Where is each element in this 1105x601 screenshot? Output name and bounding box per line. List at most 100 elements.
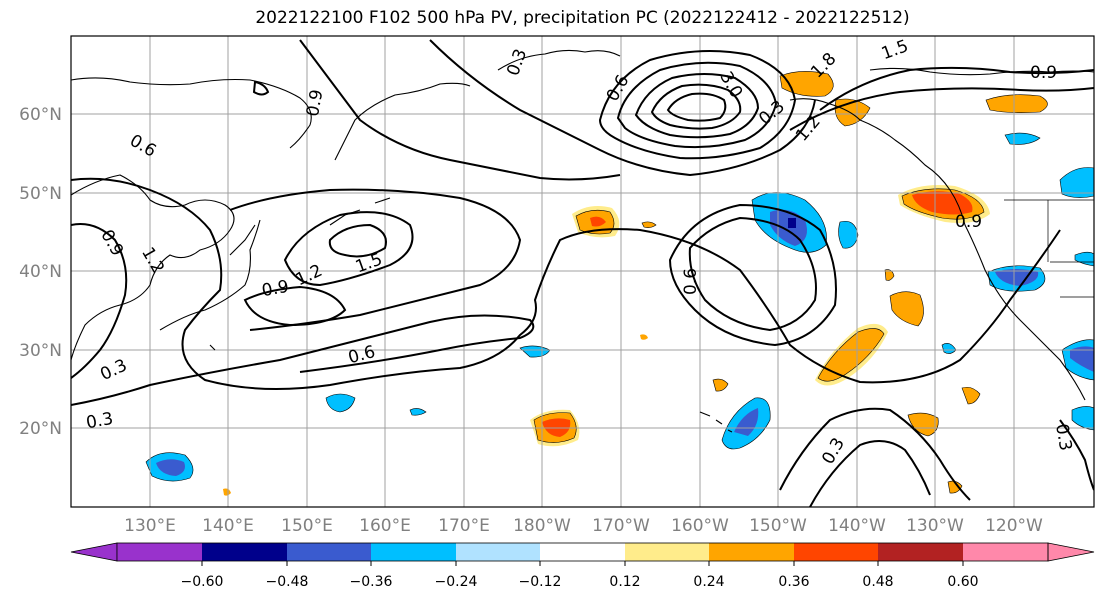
contour-label: 0.9: [260, 277, 290, 301]
contour-line: [71, 223, 128, 379]
contour-line: [634, 73, 760, 139]
contour-line: [229, 188, 522, 331]
contour-label: 0.3: [1051, 422, 1075, 452]
contour-line: [429, 39, 816, 177]
contour-line: [650, 83, 742, 130]
contour-line: [616, 61, 778, 149]
contour-line: [1059, 419, 1094, 491]
graticule: [71, 36, 1094, 507]
contour-line: [299, 39, 621, 181]
anomaly-patch: [838, 221, 859, 249]
coastline-hawaii: [699, 411, 733, 433]
contour-label: 0.9: [955, 212, 982, 232]
anomaly-patch: [995, 269, 1039, 286]
anomaly-patch: [817, 328, 885, 382]
colorbar-outline: [116, 542, 1049, 562]
anomaly-patch: [1074, 251, 1094, 267]
lat-label: 40°N: [19, 262, 62, 282]
colorbar-tick-label: −0.60: [181, 574, 224, 590]
contour-line: [668, 203, 837, 347]
longitude-labels: 130°E 140°E 150°E 160°E 170°E 180°W 170°…: [124, 516, 1043, 536]
lon-label: 140°W: [828, 516, 886, 536]
lon-label: 120°W: [985, 516, 1043, 536]
coastline-asia: [71, 174, 235, 361]
contour-line: [283, 211, 414, 287]
colorbar-ticks: [201, 561, 964, 566]
lon-label: 160°W: [671, 516, 729, 536]
lon-label: 180°W: [513, 516, 571, 536]
colorbar-segment: [202, 543, 287, 561]
coastline-kamchatka: [334, 82, 471, 161]
colorbar-segment: [287, 543, 371, 561]
anomaly-patch: [884, 269, 895, 281]
anomaly-patch: [1071, 406, 1094, 431]
contour-line: [819, 66, 1094, 111]
contour-label: 0.6: [681, 268, 701, 295]
lat-label: 60°N: [19, 105, 62, 125]
colorbar-tick-label: 0.36: [778, 574, 809, 590]
anomaly-patch: [640, 334, 648, 340]
anomaly-patch: [409, 408, 427, 416]
contour-line: [779, 407, 971, 501]
colorbar-segment: [709, 543, 794, 561]
lon-label: 170°E: [438, 516, 490, 536]
contour-line: [666, 92, 727, 122]
lon-label: 170°W: [592, 516, 650, 536]
contour-label: 0.9: [1030, 63, 1057, 83]
colorbar-tick-label: 0.60: [947, 574, 978, 590]
colorbar-tick-label: −0.36: [350, 574, 393, 590]
coastline-siberia: [71, 77, 312, 149]
contour-line: [252, 80, 270, 96]
coastline-islands: [209, 197, 391, 351]
colorbar-tick-label: 0.24: [693, 574, 724, 590]
anomaly-patch: [961, 386, 981, 405]
lat-label: 20°N: [19, 419, 62, 439]
anomaly-patch: [712, 378, 729, 392]
contour-line: [71, 177, 1061, 390]
chart-title: 2022122100 F102 500 hPa PV, precipitatio…: [255, 8, 910, 28]
colorbar-tick-label: −0.48: [266, 574, 309, 590]
anomaly-patch: [1059, 167, 1094, 198]
anomaly-patch: [734, 408, 759, 436]
lon-label: 130°E: [124, 516, 176, 536]
anomaly-patch: [889, 291, 924, 327]
anomaly-patch: [590, 216, 606, 227]
anomaly-patch: [325, 393, 356, 413]
contour-line: [598, 50, 797, 160]
colorbar-tick-label: 0.48: [862, 574, 893, 590]
anomaly-patch: [1070, 346, 1094, 372]
lon-label: 140°E: [202, 516, 254, 536]
contour-line: [789, 87, 1094, 131]
lon-label: 160°E: [359, 516, 411, 536]
anomaly-patch: [985, 94, 1048, 113]
colorbar-segment: [963, 543, 1048, 561]
us-borders: [1004, 199, 1094, 298]
colorbar-extend-low: [70, 542, 118, 562]
colorbar-segment: [625, 543, 709, 561]
colorbar-segment: [878, 543, 963, 561]
latitude-labels: 60°N 50°N 40°N 30°N 20°N: [19, 105, 62, 439]
lat-label: 50°N: [19, 184, 62, 204]
lat-label: 30°N: [19, 341, 62, 361]
colorbar-segment: [794, 543, 878, 561]
colorbar: −0.60 −0.48 −0.36 −0.24 −0.12 0.12 0.24 …: [70, 542, 1095, 590]
contour-line: [328, 223, 387, 258]
anomaly-patch: [223, 488, 231, 496]
lon-label: 130°W: [906, 516, 964, 536]
contour-label: 0.9: [303, 88, 327, 118]
anomaly-patch: [641, 221, 657, 228]
colorbar-segment: [456, 543, 540, 561]
coastline-alaska: [497, 49, 1086, 401]
coastline-japan: [159, 219, 261, 331]
map-frame: [70, 35, 1095, 508]
contour-line: [688, 216, 817, 332]
contour-line: [809, 440, 931, 507]
lon-label: 150°W: [749, 516, 807, 536]
anomaly-patch: [156, 459, 185, 476]
anomaly-patch: [788, 218, 796, 228]
pv-contours: [71, 39, 1094, 507]
contour-line: [71, 314, 535, 406]
colorbar-tick-label: −0.12: [519, 574, 562, 590]
contour-line: [243, 285, 347, 327]
